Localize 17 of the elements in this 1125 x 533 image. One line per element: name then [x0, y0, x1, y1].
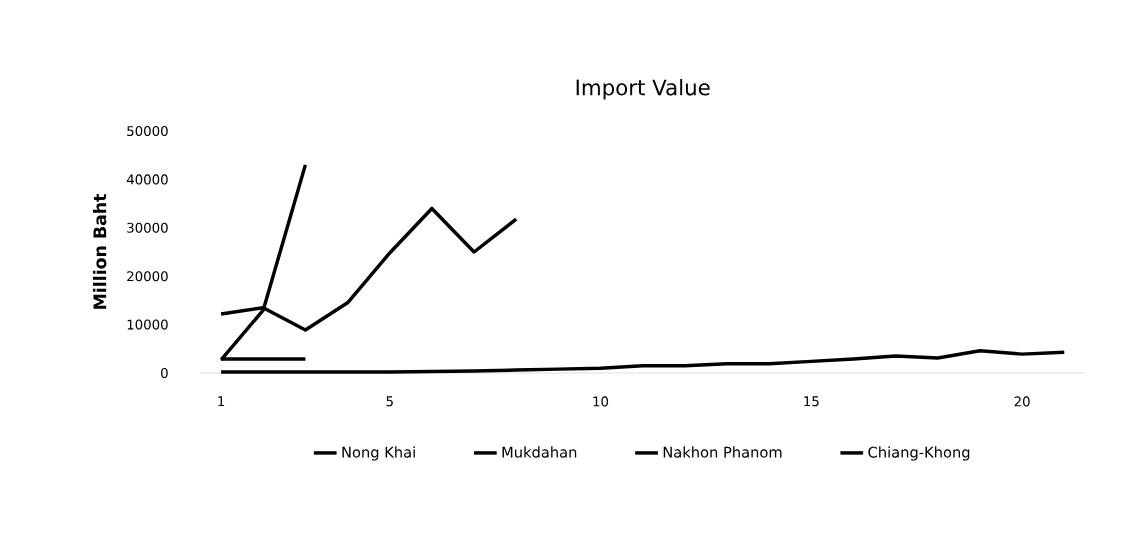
legend-label: Chiang-Khong: [868, 446, 970, 461]
legend-label: Nong Khai: [342, 446, 415, 461]
y-tick-label: 40000: [126, 174, 168, 185]
y-tick-label: 20000: [127, 271, 168, 282]
y-axis-title: Million Baht: [92, 193, 107, 309]
legend-label: Mukdahan: [502, 446, 577, 458]
x-tick-label: 15: [804, 396, 819, 407]
x-tick-label: 20: [1014, 396, 1030, 407]
y-tick-label: 50000: [127, 125, 168, 137]
y-tick-label: 10000: [127, 319, 168, 330]
legend-label: Nakhon Phanom: [663, 446, 782, 458]
chart-title: Import Value: [576, 78, 710, 100]
y-tick-label: 0: [161, 367, 168, 379]
x-tick-label: 5: [386, 396, 393, 407]
x-tick-label: 1: [218, 396, 225, 407]
y-tick-label: 30000: [127, 222, 168, 233]
x-tick-label: 10: [593, 396, 609, 407]
